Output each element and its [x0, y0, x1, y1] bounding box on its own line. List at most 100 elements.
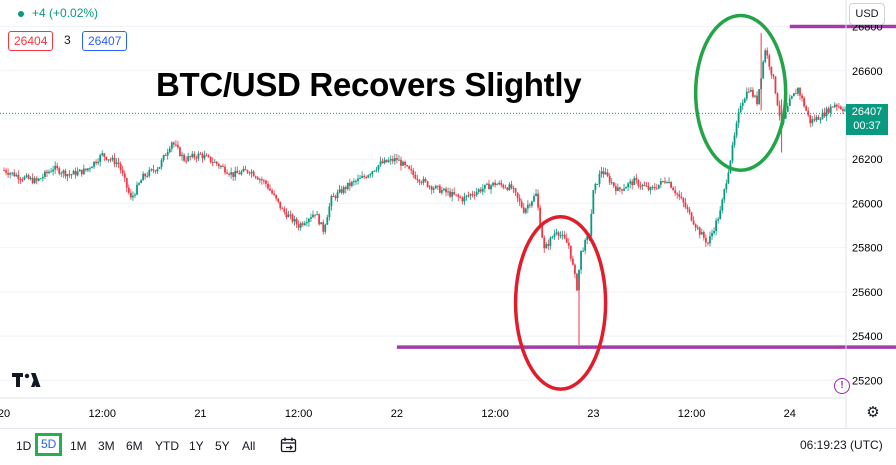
- range-button-ytd[interactable]: YTD: [155, 439, 179, 453]
- candle: [518, 197, 521, 202]
- candle: [220, 165, 222, 167]
- candle: [248, 172, 251, 174]
- candle: [574, 264, 576, 274]
- candle: [616, 187, 619, 191]
- candle: [733, 135, 736, 145]
- alert-icon[interactable]: !: [834, 378, 850, 394]
- candle: [549, 237, 552, 246]
- candle: [107, 159, 110, 161]
- gear-icon[interactable]: ⚙: [866, 404, 880, 421]
- candle: [692, 220, 695, 225]
- candle: [608, 176, 611, 183]
- y-tick-label: 26200: [852, 154, 883, 166]
- candle: [619, 187, 621, 190]
- candle: [271, 190, 273, 194]
- candle: [739, 105, 742, 113]
- candle: [488, 183, 490, 190]
- candle: [174, 144, 177, 146]
- candle: [551, 236, 554, 238]
- candle: [788, 98, 791, 107]
- range-button-5d[interactable]: 5D: [35, 433, 63, 456]
- candle: [430, 186, 433, 190]
- candle: [604, 172, 607, 175]
- highlight-ellipse-green[interactable]: [693, 13, 788, 173]
- highlight-ellipse-red[interactable]: [513, 214, 608, 391]
- candle: [614, 186, 617, 191]
- bid-price-button[interactable]: 26404: [8, 31, 54, 51]
- candle: [355, 180, 357, 182]
- range-button-1y[interactable]: 1Y: [189, 439, 204, 453]
- candle: [350, 181, 353, 186]
- candle: [723, 189, 726, 200]
- candle: [113, 157, 116, 164]
- candle: [29, 177, 32, 179]
- candle: [136, 184, 138, 195]
- candle: [823, 112, 826, 117]
- candle: [217, 163, 220, 167]
- candle: [451, 192, 454, 197]
- candle: [91, 166, 93, 169]
- candle: [479, 189, 482, 192]
- range-button-3m[interactable]: 3M: [98, 439, 115, 453]
- candle: [15, 174, 18, 177]
- candle: [811, 119, 814, 124]
- candle: [275, 194, 278, 199]
- range-button-all[interactable]: All: [242, 439, 256, 453]
- candle: [46, 171, 48, 174]
- y-tick-label: 25400: [852, 331, 883, 343]
- candle: [160, 160, 163, 167]
- candle: [680, 196, 683, 199]
- candle: [500, 182, 503, 185]
- candle: [140, 180, 143, 184]
- ask-price-button[interactable]: 26407: [82, 31, 128, 51]
- date-range-icon[interactable]: [280, 437, 298, 453]
- candle: [737, 112, 740, 124]
- range-button-1m[interactable]: 1M: [70, 439, 87, 453]
- candle: [164, 155, 167, 157]
- candle: [166, 152, 169, 156]
- candle: [674, 190, 677, 194]
- candle: [156, 168, 159, 172]
- candle: [799, 87, 801, 96]
- currency-button[interactable]: USD: [849, 3, 885, 25]
- candle: [58, 168, 61, 174]
- candle: [35, 178, 38, 181]
- candle: [768, 55, 771, 67]
- candle: [129, 192, 132, 198]
- candle: [373, 170, 376, 172]
- range-button-1d[interactable]: 1D: [16, 439, 32, 453]
- candle: [289, 214, 292, 216]
- candle: [762, 61, 765, 79]
- candle: [522, 207, 525, 213]
- candle: [381, 161, 384, 164]
- candle: [95, 161, 97, 164]
- candle: [502, 184, 505, 188]
- candle: [492, 182, 494, 186]
- candle: [545, 244, 548, 249]
- candle: [318, 214, 321, 225]
- utc-clock[interactable]: 06:19:23 (UTC): [800, 438, 883, 452]
- candle: [25, 175, 28, 177]
- candle: [645, 185, 648, 187]
- candle: [375, 169, 378, 171]
- candle: [747, 91, 750, 93]
- candle: [262, 180, 265, 182]
- candle: [455, 194, 458, 196]
- candle: [172, 142, 175, 145]
- candle: [134, 194, 136, 196]
- tradingview-logo-icon[interactable]: [12, 372, 42, 388]
- range-button-6m[interactable]: 6M: [126, 439, 143, 453]
- range-button-5y[interactable]: 5Y: [215, 439, 230, 453]
- candle: [170, 142, 173, 149]
- candle: [185, 160, 188, 162]
- candle: [277, 198, 280, 202]
- candle: [291, 214, 294, 222]
- candle: [97, 161, 100, 164]
- candle: [305, 222, 308, 224]
- x-tick-label: 12:00: [285, 408, 313, 420]
- candle: [246, 170, 249, 173]
- candle: [684, 202, 687, 208]
- candle: [326, 217, 329, 225]
- x-tick-label: 21: [194, 408, 206, 420]
